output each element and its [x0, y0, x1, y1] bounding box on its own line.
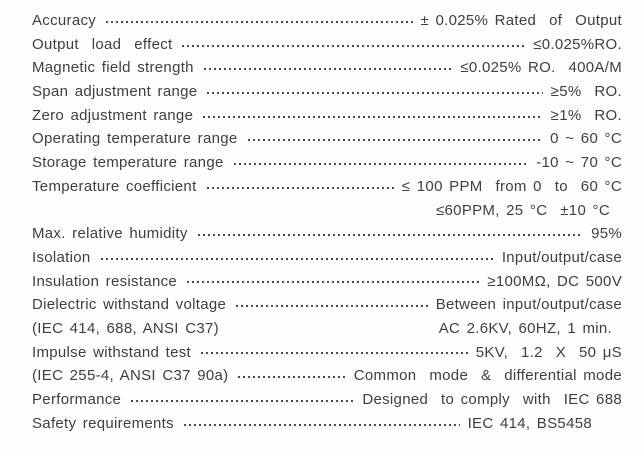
dotted-leader [131, 399, 355, 402]
dotted-leader [206, 186, 394, 189]
spec-row: Performance Designed to comply with IEC … [32, 388, 622, 412]
spec-value: ≤0.025%RO. [533, 35, 622, 53]
spec-value: 0 ~ 60 °C [550, 130, 622, 148]
dotted-leader [203, 68, 453, 71]
spec-label: Accuracy [32, 12, 97, 29]
dotted-leader [183, 423, 460, 426]
spec-value: IEC 414, BS5458 [467, 414, 592, 432]
spec-row: Dielectric withstand voltage Between inp… [32, 293, 622, 317]
dotted-leader [238, 376, 346, 379]
dotted-leader [106, 20, 413, 23]
spec-row: Operating temperature range 0 ~ 60 °C [32, 127, 622, 151]
spec-value: ≥100MΩ, DC 500V [487, 272, 622, 290]
spec-value: Input/output/case [501, 248, 622, 266]
spec-label: Insulation resistance [32, 272, 178, 290]
spec-label: Magnetic field strength [32, 59, 194, 77]
spec-row: Accuracy ± 0.025% Rated of Output [32, 9, 622, 33]
spec-label: Span adjustment range [32, 83, 198, 101]
spec-row: Isolation Input/output/case [32, 246, 622, 270]
dotted-leader [182, 44, 526, 47]
spec-row: Insulation resistance ≥100MΩ, DC 500V [32, 270, 622, 294]
spec-label: Storage temperature range [32, 154, 224, 172]
spec-list: Accuracy ± 0.025% Rated of Output Output… [32, 9, 622, 435]
spec-value: Designed to comply with IEC 688 [362, 391, 622, 408]
spec-row: Max. relative humidity 95% [32, 222, 622, 246]
spec-value: ± 0.025% Rated of Output [420, 12, 622, 29]
dotted-leader [197, 234, 584, 237]
spec-row: Impulse withstand test 5KV, 1.2 X 50 μS [32, 341, 622, 365]
spec-label: Dielectric withstand voltage [32, 296, 227, 314]
spec-row: Storage temperature range -10 ~ 70 °C [32, 151, 622, 175]
spec-row: Zero adjustment range ≥1% RO. [32, 104, 622, 128]
spec-row: Safety requirements IEC 414, BS5458 [32, 412, 622, 436]
spec-value: ≥1% RO. [550, 106, 622, 124]
spec-row: (IEC 255-4, ANSI C37 90a) Common mode & … [32, 364, 622, 388]
dotted-leader [233, 162, 529, 165]
spec-label: Operating temperature range [32, 130, 238, 148]
spec-label: Isolation [32, 248, 91, 266]
dotted-leader [247, 139, 543, 142]
dotted-leader [187, 281, 480, 284]
spec-row: Magnetic field strength ≤0.025% RO. 400A… [32, 56, 622, 80]
spec-value: 5KV, 1.2 X 50 μS [475, 343, 622, 361]
spec-value: Between input/output/case [435, 296, 622, 314]
spec-label: Impulse withstand test [32, 343, 192, 361]
spec-value: ≤60PPM, 25 °C ±10 °C [436, 201, 610, 219]
dotted-leader [236, 305, 428, 308]
spec-value: ≥5% RO. [550, 83, 622, 101]
spec-value: ≤ 100 PPM from 0 to 60 °C [401, 177, 622, 195]
spec-label: Max. relative humidity [32, 225, 188, 243]
spec-value: -10 ~ 70 °C [536, 154, 622, 172]
spec-row: Span adjustment range ≥5% RO. [32, 80, 622, 104]
spec-value: AC 2.6KV, 60HZ, 1 min. [438, 319, 612, 337]
dotted-leader [207, 91, 543, 94]
spec-label: Performance [32, 391, 122, 408]
spec-label: (IEC 255-4, ANSI C37 90a) [32, 367, 229, 385]
dotted-leader [201, 352, 468, 355]
spec-label: Zero adjustment range [32, 106, 194, 124]
spec-row: Output load effect ≤0.025%RO. [32, 33, 622, 57]
spec-label: Temperature coefficient [32, 177, 197, 195]
spec-value: ≤0.025% RO. 400A/M [460, 59, 622, 77]
spec-row: (IEC 414, 688, ANSI C37) AC 2.6KV, 60HZ,… [32, 317, 622, 341]
spec-label: (IEC 414, 688, ANSI C37) [32, 319, 219, 337]
dotted-leader [100, 257, 494, 260]
spec-row: Temperature coefficient ≤ 100 PPM from 0… [32, 175, 622, 199]
spec-row: ≤60PPM, 25 °C ±10 °C [32, 199, 622, 223]
dotted-leader [203, 115, 543, 118]
spec-label: Output load effect [32, 35, 173, 53]
spec-value: Common mode & differential mode [353, 367, 622, 385]
spec-label: Safety requirements [32, 414, 174, 432]
spec-value: 95% [591, 225, 622, 243]
